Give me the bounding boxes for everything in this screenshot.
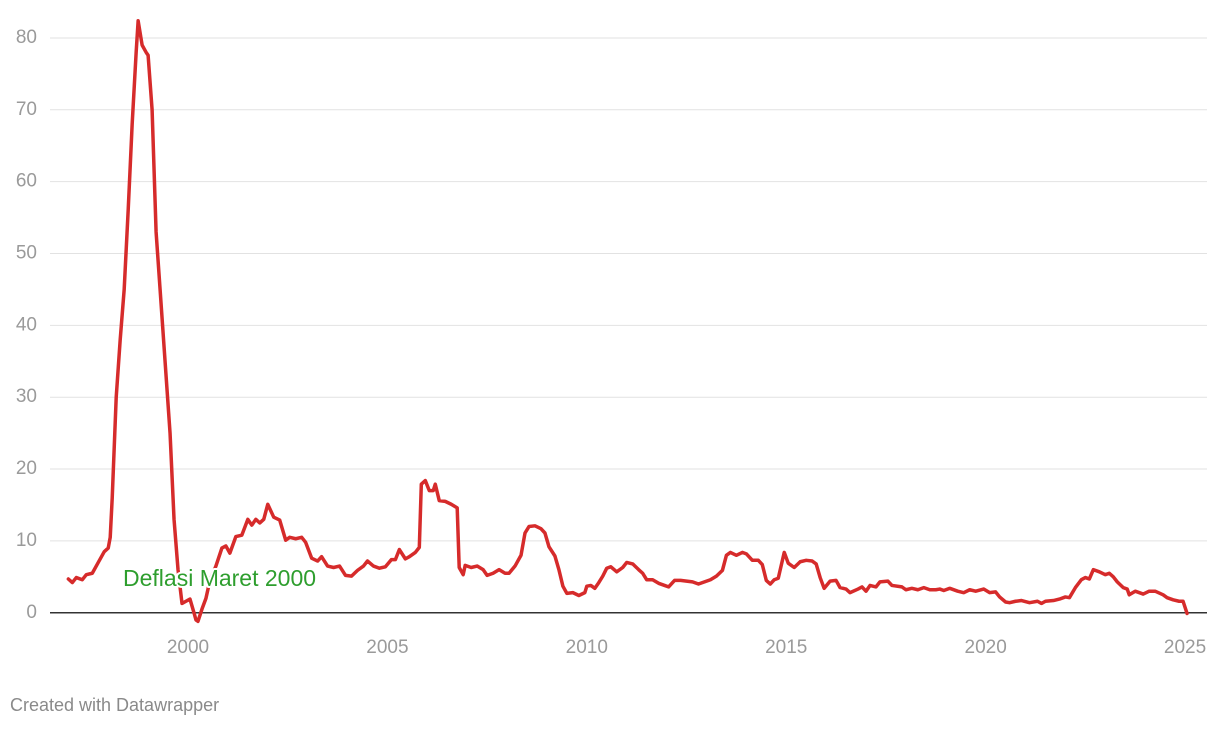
x-tick-label: 2005	[366, 637, 408, 658]
y-tick-label: 70	[16, 99, 37, 120]
y-tick-label: 40	[16, 314, 37, 335]
line	[66, 18, 1189, 624]
y-tick-label: 80	[16, 27, 37, 48]
x-tick-label: 2010	[566, 637, 608, 658]
y-tick-label: 10	[16, 530, 37, 551]
y-tick-label: 0	[26, 602, 37, 623]
x-tick-label: 2015	[765, 637, 807, 658]
x-tick-label: 2025	[1164, 637, 1206, 658]
y-tick-label: 50	[16, 243, 37, 264]
annotation: Deflasi Maret 2000	[123, 565, 316, 591]
credit: Created with Datawrapper	[10, 695, 219, 715]
x-tick-label: 2020	[965, 637, 1007, 658]
x-tick-label: 2000	[167, 637, 209, 658]
y-tick-label: 60	[16, 171, 37, 192]
y-tick-label: 30	[16, 386, 37, 407]
y-tick-label: 20	[16, 458, 37, 479]
